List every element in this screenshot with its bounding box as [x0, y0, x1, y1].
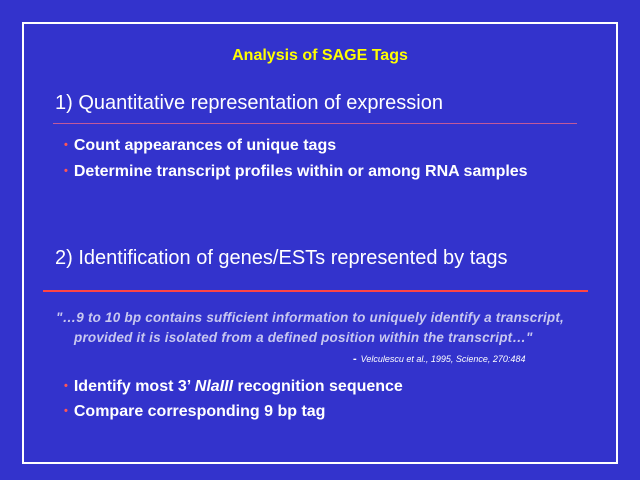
enzyme-name: NlaIII — [194, 378, 234, 395]
bullet-item: • Identify most 3’ NlaIII recognition seq… — [64, 378, 403, 396]
citation-dash: - — [353, 353, 357, 365]
section1-divider — [53, 123, 577, 124]
citation: - Velculescu et al., 1995, Science, 270:4… — [353, 353, 525, 365]
bullet-icon: • — [64, 405, 68, 417]
bullet-icon: • — [64, 165, 68, 177]
bullet-icon: • — [64, 380, 68, 392]
bullet-item: • Compare corresponding 9 bp tag — [64, 403, 325, 421]
section1-heading: 1) Quantitative representation of expres… — [55, 92, 443, 114]
bullet-text: Identify most 3’ — [73, 378, 195, 395]
bullet-text: Compare corresponding 9 bp tag — [73, 403, 326, 420]
section2-heading: 2) Identification of genes/ESTs represen… — [55, 247, 508, 269]
bullet-item: • Determine transcript profiles within or… — [64, 163, 528, 181]
slide-frame — [22, 22, 618, 464]
bullet-text: Determine transcript profiles within or … — [73, 163, 528, 180]
slide-title: Analysis of SAGE Tags — [232, 47, 408, 64]
bullet-item: • Count appearances of unique tags — [64, 137, 336, 155]
bullet-text: Count appearances of unique tags — [73, 137, 337, 154]
section2-divider — [43, 290, 588, 292]
quote-line-1: "…9 to 10 bp contains sufficient informa… — [56, 310, 565, 325]
bullet-text: recognition sequence — [233, 378, 403, 395]
quote-line-2: provided it is isolated from a defined p… — [74, 330, 533, 345]
citation-text: Velculescu et al., 1995, Science, 270:48… — [360, 354, 526, 364]
bullet-icon: • — [64, 139, 68, 151]
